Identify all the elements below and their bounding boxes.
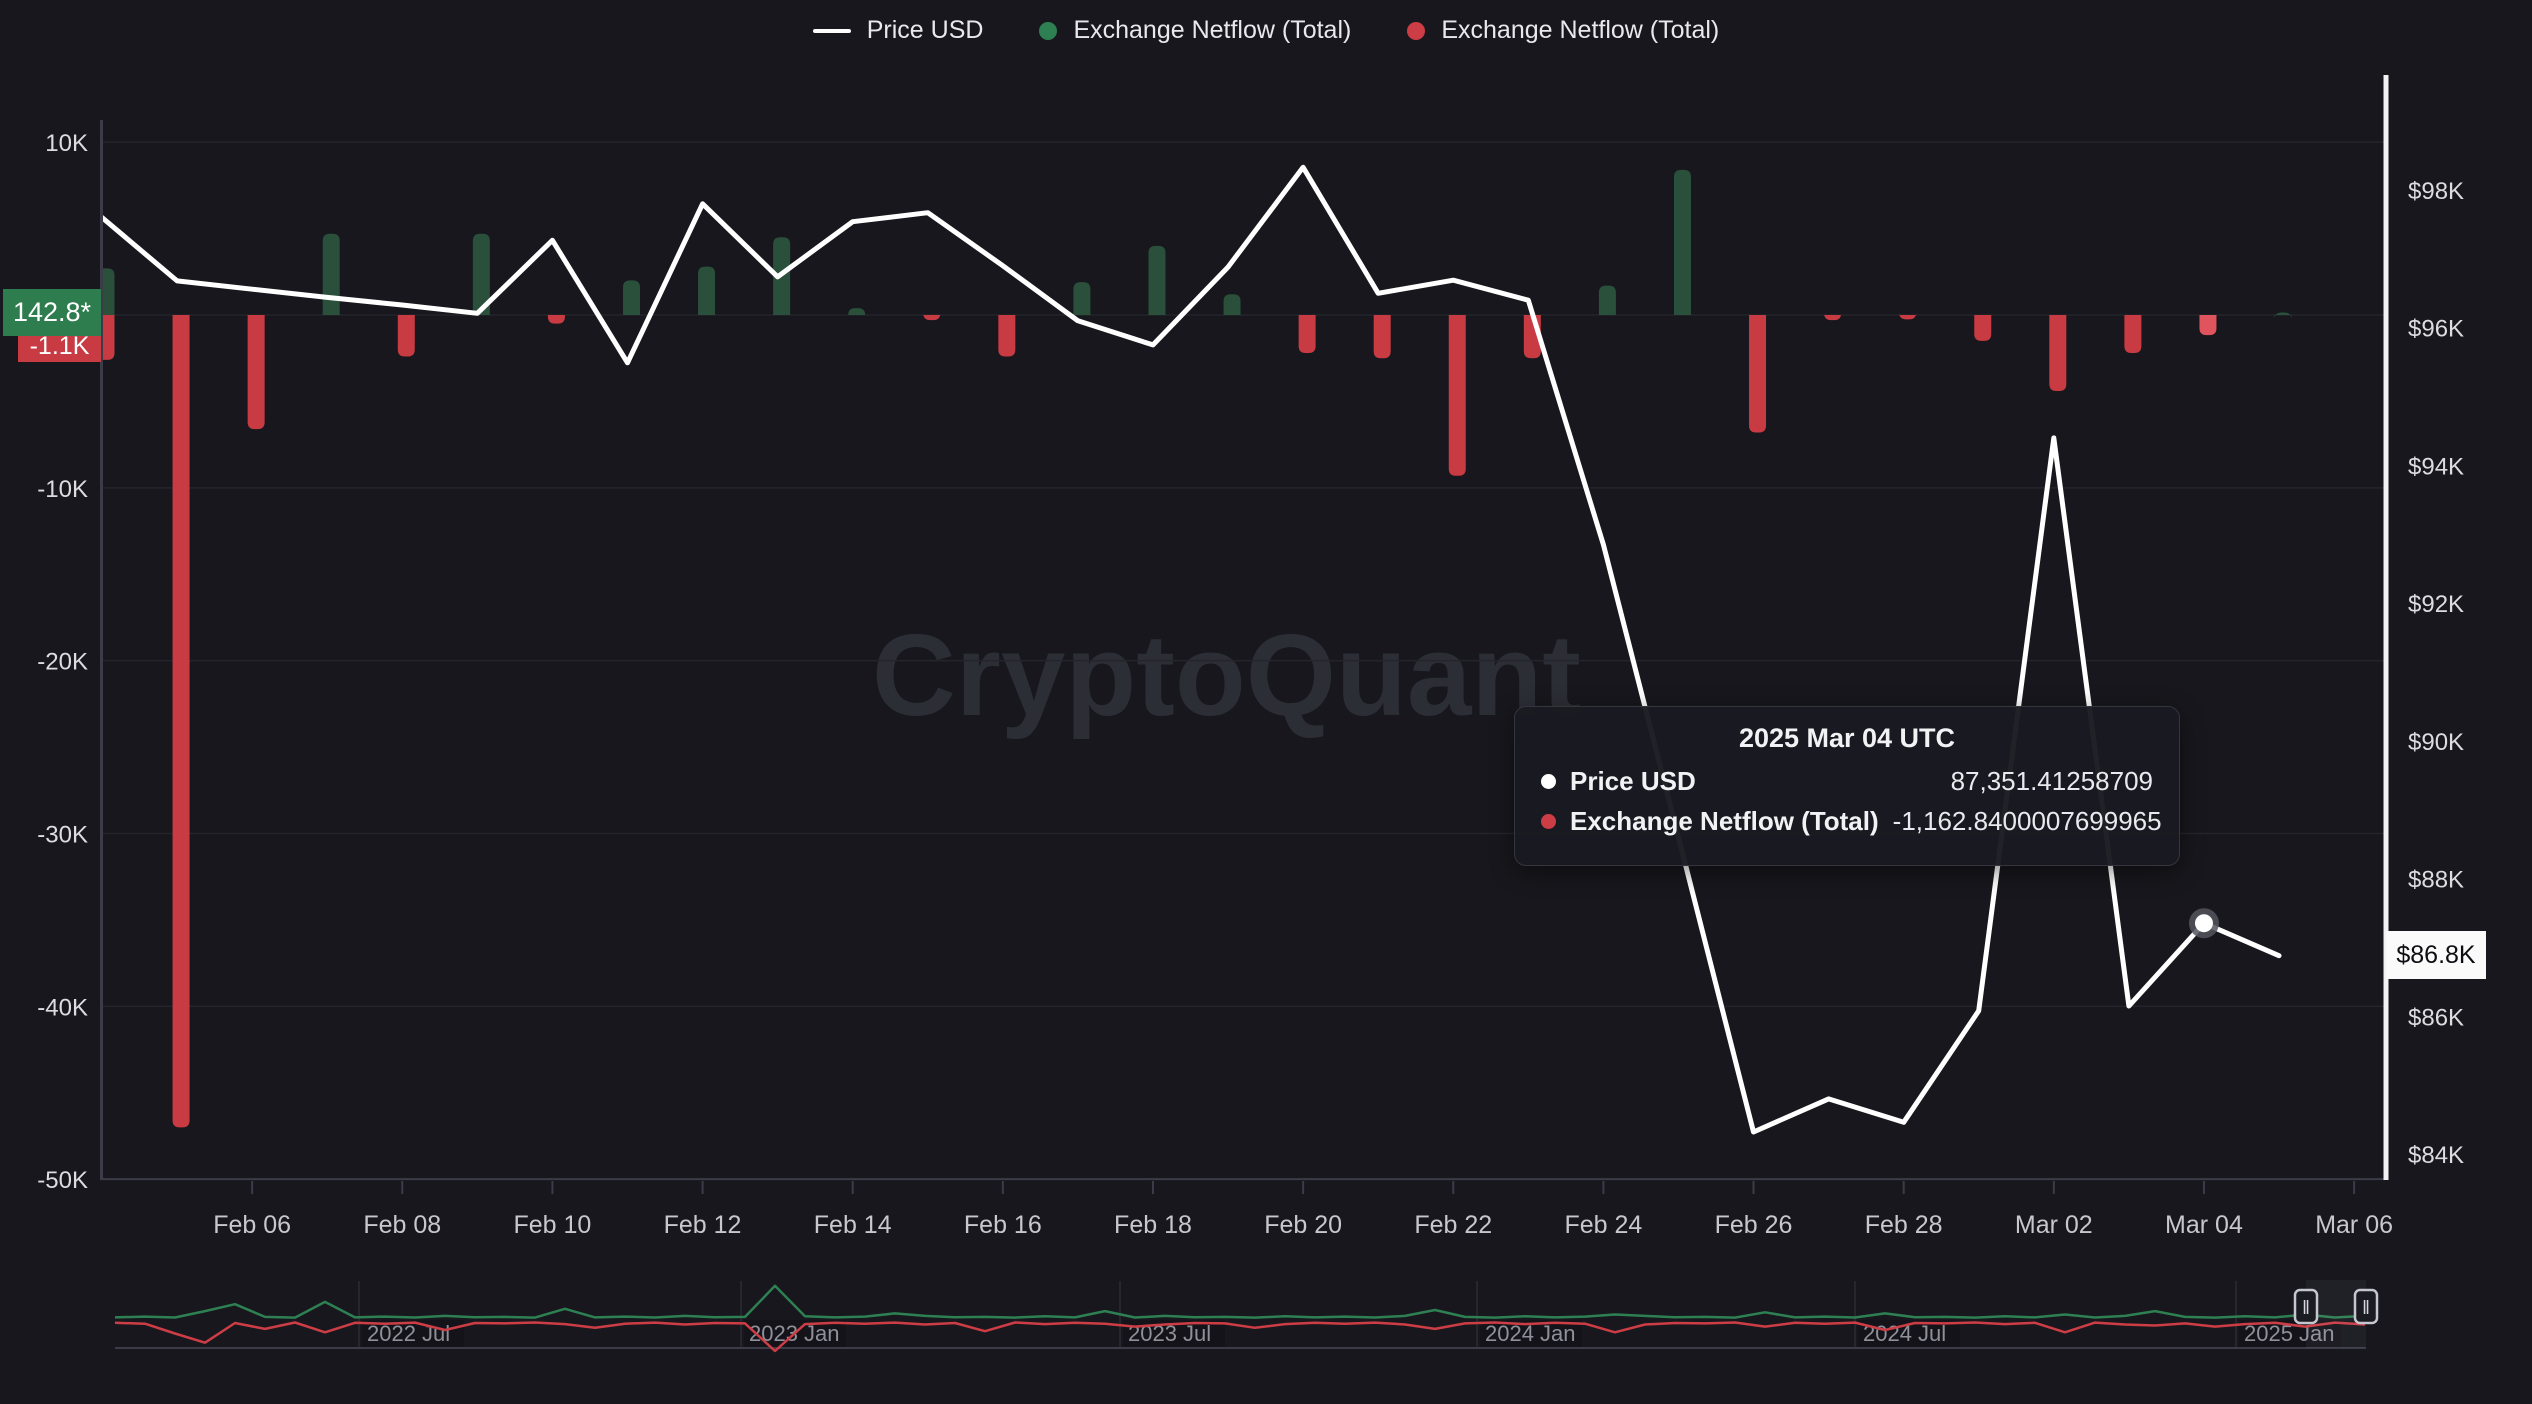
svg-text:‖: ‖ bbox=[2302, 1298, 2310, 1319]
netflow-green-latest-badge: 142.8* bbox=[3, 289, 101, 336]
svg-text:$92K: $92K bbox=[2408, 591, 2464, 618]
svg-text:Mar 02: Mar 02 bbox=[2015, 1211, 2093, 1239]
netflow-bars bbox=[103, 169, 2292, 1128]
cryptoquant-watermark: CryptoQuant bbox=[872, 610, 1581, 740]
legend-item-netflow-green[interactable]: Exchange Netflow (Total) bbox=[1039, 16, 1351, 45]
chart-legend: Price USD Exchange Netflow (Total) Excha… bbox=[0, 16, 2532, 45]
svg-text:Feb 16: Feb 16 bbox=[964, 1211, 1042, 1239]
range-navigator[interactable]: 2022 Jul 2023 Jan 2023 Jul 2024 Jan 2024 Jul… bbox=[114, 1280, 2379, 1353]
tooltip-value: -1,162.8400007699965 bbox=[1892, 806, 2162, 836]
navigator-right-handle[interactable]: ‖ bbox=[2353, 1288, 2379, 1325]
legend-label: Exchange Netflow (Total) bbox=[1073, 16, 1352, 44]
svg-text:$88K: $88K bbox=[2408, 867, 2464, 894]
svg-text:-10K: -10K bbox=[37, 476, 88, 503]
price-line bbox=[103, 164, 2282, 1135]
tooltip-date-title: 2025 Mar 04 UTC bbox=[1738, 723, 1956, 753]
svg-text:Feb 28: Feb 28 bbox=[1865, 1211, 1943, 1239]
price-dot-icon bbox=[1541, 774, 1556, 789]
svg-text:Mar 04: Mar 04 bbox=[2165, 1211, 2243, 1239]
legend-label: Exchange Netflow (Total) bbox=[1441, 16, 1720, 44]
svg-text:Feb 18: Feb 18 bbox=[1114, 1211, 1192, 1239]
svg-text:$98K: $98K bbox=[2408, 178, 2464, 205]
svg-text:‖: ‖ bbox=[2362, 1298, 2370, 1319]
svg-text:$86K: $86K bbox=[2408, 1004, 2464, 1031]
svg-text:-20K: -20K bbox=[37, 649, 88, 676]
svg-text:$90K: $90K bbox=[2408, 729, 2464, 756]
hover-marker-dot bbox=[2188, 908, 2219, 939]
svg-text:Mar 06: Mar 06 bbox=[2315, 1211, 2393, 1239]
legend-item-price-usd[interactable]: Price USD bbox=[812, 16, 984, 45]
tooltip-row-price: Price USD 87,351.41258709 bbox=[1541, 766, 2153, 797]
price-line-swatch-icon bbox=[812, 28, 851, 33]
svg-text:Feb 10: Feb 10 bbox=[513, 1211, 591, 1239]
svg-text:Feb 26: Feb 26 bbox=[1715, 1211, 1793, 1239]
svg-text:$94K: $94K bbox=[2408, 453, 2464, 480]
last-price-badge: $86.8K bbox=[2386, 931, 2486, 979]
svg-text:$96K: $96K bbox=[2408, 316, 2464, 343]
svg-text:Feb 22: Feb 22 bbox=[1414, 1211, 1492, 1239]
svg-text:$84K: $84K bbox=[2408, 1142, 2464, 1169]
svg-text:Feb 20: Feb 20 bbox=[1264, 1211, 1342, 1239]
svg-text:Feb 14: Feb 14 bbox=[814, 1211, 892, 1239]
navigator-left-handle[interactable]: ‖ bbox=[2293, 1288, 2319, 1325]
tooltip-label: Exchange Netflow (Total) bbox=[1570, 806, 1879, 836]
green-dot-icon bbox=[1039, 21, 1058, 40]
svg-text:Feb 12: Feb 12 bbox=[664, 1211, 742, 1239]
svg-text:-30K: -30K bbox=[37, 821, 88, 848]
tooltip-row-netflow: Exchange Netflow (Total) -1,162.84000076… bbox=[1541, 806, 2162, 837]
axis-tick-labels: 10K -10K -20K -30K -40K -50K $98K $96K $94K $92K $… bbox=[37, 130, 2464, 1239]
tooltip-label: Price USD bbox=[1570, 766, 1696, 796]
chart-tooltip: 2025 Mar 04 UTC Price USD 87,351.4125870… bbox=[1514, 706, 2180, 866]
netflow-red-latest-badge: -1.1K bbox=[18, 331, 101, 362]
red-dot-icon bbox=[1407, 21, 1426, 40]
svg-text:Feb 06: Feb 06 bbox=[213, 1211, 291, 1239]
netflow-dot-icon bbox=[1541, 814, 1556, 829]
legend-label: Price USD bbox=[866, 16, 984, 44]
svg-text:Feb 08: Feb 08 bbox=[363, 1211, 441, 1239]
svg-text:2024 Jan: 2024 Jan bbox=[1485, 1321, 1576, 1346]
svg-text:-50K: -50K bbox=[37, 1167, 88, 1194]
legend-item-netflow-red[interactable]: Exchange Netflow (Total) bbox=[1407, 16, 1719, 45]
svg-text:-40K: -40K bbox=[37, 994, 88, 1021]
svg-text:10K: 10K bbox=[45, 130, 88, 157]
svg-text:2022 Jul: 2022 Jul bbox=[367, 1321, 450, 1346]
tooltip-value: 87,351.41258709 bbox=[1950, 766, 2153, 796]
svg-text:Feb 24: Feb 24 bbox=[1564, 1211, 1642, 1239]
